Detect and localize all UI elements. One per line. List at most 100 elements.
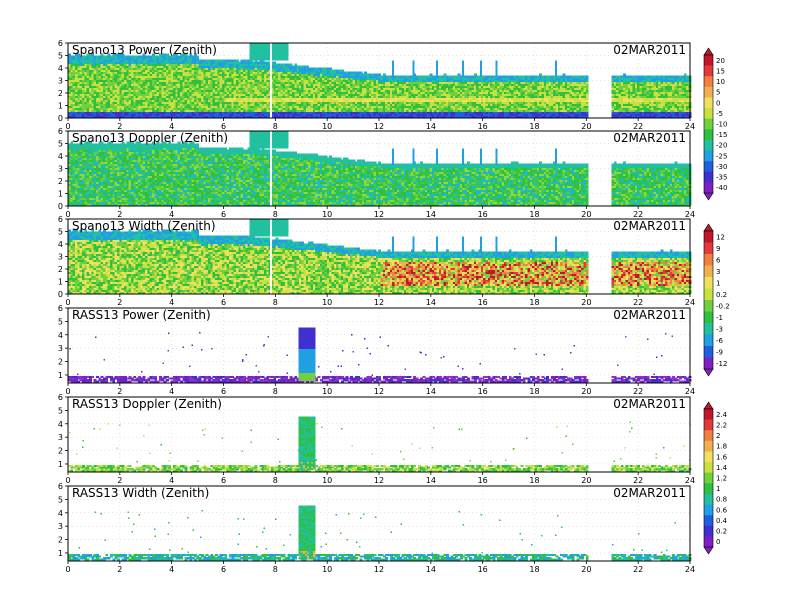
x-tick-label: 22 bbox=[633, 565, 643, 574]
x-tick-label: 6 bbox=[221, 387, 226, 396]
panel-title: Spano13 Power (Zenith) bbox=[72, 43, 217, 57]
y-tick-label: 0 bbox=[58, 202, 63, 211]
colorbar-label: 0.2 bbox=[716, 528, 727, 536]
data-cells bbox=[68, 416, 692, 472]
colorbar-swatch bbox=[704, 525, 713, 537]
x-tick-label: 18 bbox=[529, 210, 539, 219]
panel-date: 02MAR2011 bbox=[613, 397, 686, 411]
y-tick-label: 5 bbox=[58, 406, 63, 415]
colorbar-swatch bbox=[704, 108, 713, 119]
panel-date: 02MAR2011 bbox=[613, 308, 686, 322]
colorbar-swatch bbox=[704, 493, 713, 505]
panel-title: RASS13 Doppler (Zenith) bbox=[72, 397, 222, 411]
panel-title: Spano13 Doppler (Zenith) bbox=[72, 131, 228, 145]
x-tick-label: 14 bbox=[426, 387, 436, 396]
y-tick-label: 1 bbox=[58, 278, 63, 287]
colorbar-label: -10 bbox=[716, 121, 727, 129]
x-tick-label: 2 bbox=[117, 210, 122, 219]
x-tick-label: 2 bbox=[117, 298, 122, 307]
x-tick-label: 20 bbox=[581, 210, 591, 219]
y-tick-label: 5 bbox=[58, 228, 63, 237]
colorbar-swatch bbox=[704, 515, 713, 527]
x-tick-label: 0 bbox=[65, 565, 70, 574]
y-tick-label: 1 bbox=[58, 460, 63, 469]
colorbar: 12 9 6 3 1 0.2 -0.2 -1 -3 -6 -9 -12 bbox=[703, 223, 730, 377]
x-tick-label: 16 bbox=[478, 476, 488, 485]
colorbar-swatch bbox=[704, 357, 713, 370]
colorbar: 2.4 2.2 2 1.8 1.6 1.4 1.2 1 0.8 0.6 0.4 0.2 0 bbox=[703, 401, 728, 555]
x-tick-label: 18 bbox=[529, 565, 539, 574]
data-cells bbox=[68, 43, 692, 118]
x-tick-label: 6 bbox=[221, 565, 226, 574]
colorbar-swatch bbox=[704, 129, 713, 141]
x-tick-label: 24 bbox=[685, 476, 695, 485]
colorbar-swatch bbox=[704, 86, 713, 98]
panel-date: 02MAR2011 bbox=[613, 43, 686, 57]
colorbar-swatch bbox=[704, 311, 713, 324]
y-tick-label: 3 bbox=[58, 433, 63, 442]
panel-title: RASS13 Width (Zenith) bbox=[72, 486, 209, 500]
x-tick-label: 10 bbox=[322, 210, 332, 219]
x-tick-label: 14 bbox=[426, 298, 436, 307]
colorbar-label: 20 bbox=[716, 57, 725, 65]
panel-date: 02MAR2011 bbox=[613, 486, 686, 500]
x-tick-label: 16 bbox=[478, 565, 488, 574]
y-tick-label: 2 bbox=[58, 358, 63, 367]
x-tick-label: 12 bbox=[374, 476, 384, 485]
colorbar-label: 1 bbox=[716, 485, 720, 493]
x-tick-label: 22 bbox=[633, 387, 643, 396]
x-tick-label: 24 bbox=[685, 122, 695, 131]
colorbar-label: -30 bbox=[716, 163, 727, 171]
y-tick-label: 4 bbox=[58, 331, 63, 340]
x-tick-label: 12 bbox=[374, 387, 384, 396]
x-tick-label: 6 bbox=[221, 210, 226, 219]
y-tick-label: 6 bbox=[58, 482, 63, 491]
colorbar-label: 0.4 bbox=[716, 517, 728, 525]
y-tick-label: 6 bbox=[58, 304, 63, 313]
colorbar-label: 0.8 bbox=[716, 496, 727, 504]
colorbar-swatch bbox=[704, 65, 713, 77]
x-tick-label: 0 bbox=[65, 476, 70, 485]
panel-title: RASS13 Power (Zenith) bbox=[72, 308, 211, 322]
x-tick-label: 16 bbox=[478, 298, 488, 307]
y-tick-label: 4 bbox=[58, 509, 63, 518]
colorbar-label: 2 bbox=[716, 432, 720, 440]
colorbar-label: 1.6 bbox=[716, 453, 728, 461]
y-tick-label: 1 bbox=[58, 102, 63, 111]
colorbar-swatch bbox=[704, 462, 713, 473]
x-tick-label: 24 bbox=[685, 298, 695, 307]
colorbar-label: 1.2 bbox=[716, 475, 727, 483]
y-tick-label: 5 bbox=[58, 52, 63, 61]
x-tick-label: 14 bbox=[426, 565, 436, 574]
x-tick-label: 14 bbox=[426, 122, 436, 131]
colorbar-swatch bbox=[704, 171, 713, 183]
colorbar-label: -12 bbox=[716, 360, 727, 368]
y-tick-label: 2 bbox=[58, 89, 63, 98]
y-tick-label: 4 bbox=[58, 420, 63, 429]
colorbar-label: 9 bbox=[716, 245, 720, 253]
x-tick-label: 6 bbox=[221, 298, 226, 307]
colorbar-label: 2.4 bbox=[716, 411, 728, 419]
colorbar-label: -20 bbox=[716, 142, 727, 150]
x-tick-label: 18 bbox=[529, 298, 539, 307]
panel-date: 02MAR2011 bbox=[613, 131, 686, 145]
x-tick-label: 2 bbox=[117, 565, 122, 574]
colorbar-swatch bbox=[704, 118, 713, 130]
y-tick-label: 3 bbox=[58, 77, 63, 86]
x-tick-label: 22 bbox=[633, 298, 643, 307]
colorbar-label: -25 bbox=[716, 152, 727, 160]
colorbar-swatch bbox=[704, 419, 713, 431]
x-tick-label: 18 bbox=[529, 476, 539, 485]
x-tick-label: 18 bbox=[529, 122, 539, 131]
x-tick-label: 6 bbox=[221, 122, 226, 131]
colorbar-swatch bbox=[704, 254, 713, 266]
x-tick-label: 18 bbox=[529, 387, 539, 396]
x-tick-label: 10 bbox=[322, 298, 332, 307]
colorbar-swatch bbox=[704, 288, 713, 301]
x-tick-label: 24 bbox=[685, 210, 695, 219]
x-tick-label: 20 bbox=[581, 122, 591, 131]
y-tick-label: 1 bbox=[58, 549, 63, 558]
x-tick-label: 22 bbox=[633, 210, 643, 219]
